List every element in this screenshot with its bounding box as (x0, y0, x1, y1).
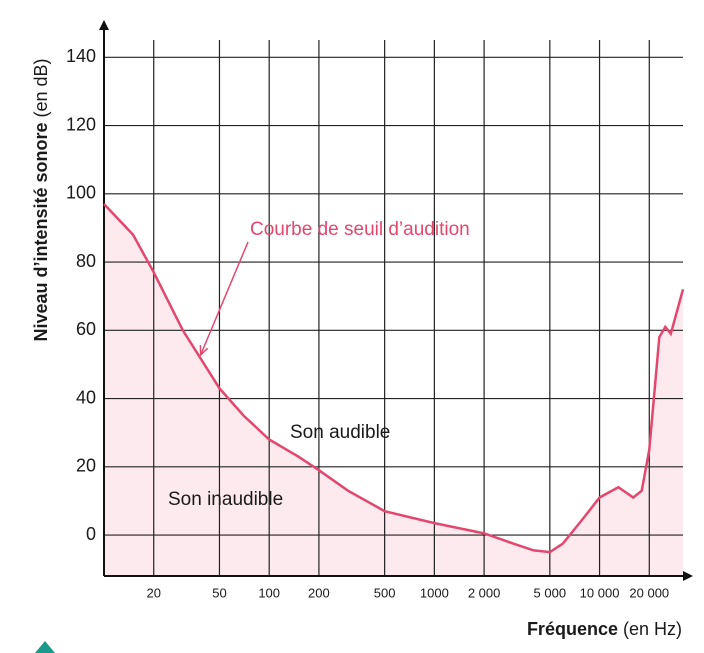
area-layer (104, 204, 683, 577)
x-tick-label: 1000 (420, 585, 449, 600)
y-axis-label: Niveau d’intensité sonore (en dB) (31, 58, 51, 341)
line-layer (103, 203, 685, 554)
y-axis-label-main: Niveau d’intensité sonore (31, 122, 51, 341)
x-tick-label: 2 000 (468, 585, 501, 600)
x-tick-label: 10 000 (580, 585, 620, 600)
x-tick-label: 100 (258, 585, 280, 600)
y-tick-label: 140 (66, 46, 96, 66)
x-tick-label: 20 (146, 585, 160, 600)
threshold-line (103, 203, 685, 554)
y-tick-label: 20 (76, 456, 96, 476)
x-tick-label: 20 000 (629, 585, 669, 600)
y-tick-label: 0 (86, 524, 96, 544)
grid-layer (99, 20, 693, 581)
y-tick-label: 100 (66, 183, 96, 203)
annotation: Courbe de seuil d’audition (250, 219, 470, 240)
y-axis-label-unit: (en dB) (31, 58, 51, 117)
x-tick-label: 50 (212, 585, 226, 600)
x-axis-label: Fréquence (en Hz) (527, 619, 682, 639)
y-tick-label: 40 (76, 387, 96, 407)
x-axis-label-main: Fréquence (527, 619, 618, 639)
x-tick-label: 5 000 (534, 585, 567, 600)
y-tick-label: 120 (66, 114, 96, 134)
annotation-arrow (201, 241, 249, 354)
y-tick-label: 60 (76, 319, 96, 339)
x-tick-label: 200 (308, 585, 330, 600)
annotation: Son inaudible (168, 489, 283, 510)
corner-icon (35, 641, 55, 653)
annotation: Son audible (290, 422, 390, 443)
x-axis-label-unit: (en Hz) (623, 619, 682, 639)
x-tick-label: 500 (374, 585, 396, 600)
area (104, 204, 683, 577)
y-tick-label: 80 (76, 251, 96, 271)
